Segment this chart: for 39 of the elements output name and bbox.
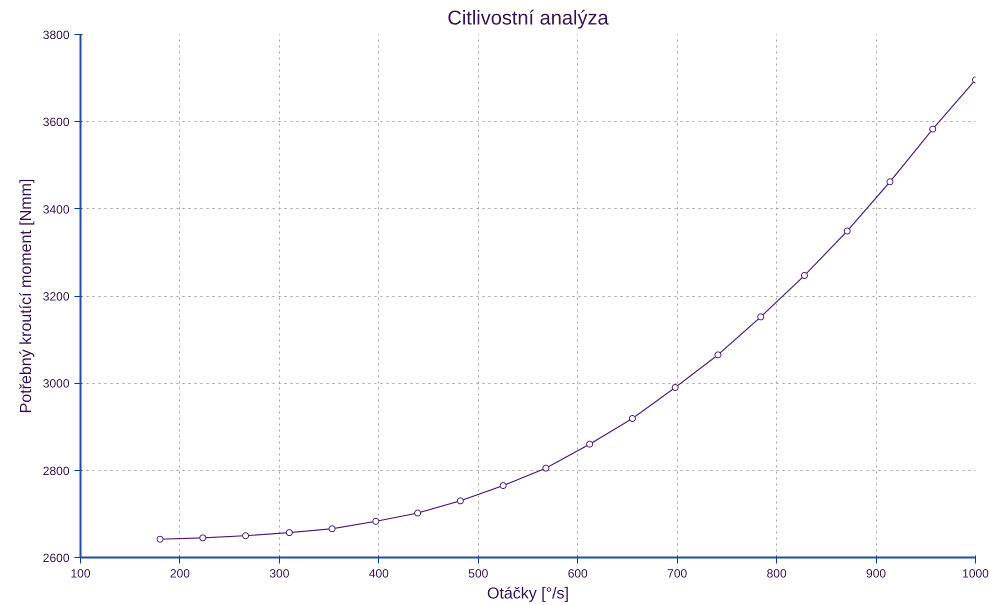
point — [372, 518, 380, 525]
point — [672, 384, 679, 392]
x-tick-label: 500 — [468, 566, 489, 580]
x-tick-label: 200 — [170, 566, 190, 580]
y-axis-title: Potřebný kroutící moment [Nmm] — [18, 178, 35, 414]
point — [500, 482, 507, 490]
x-tick-label: 1000 — [962, 566, 990, 580]
point — [714, 351, 722, 358]
point — [628, 414, 636, 422]
point — [586, 440, 594, 448]
point — [886, 178, 894, 186]
y-tick-label: 3800 — [42, 28, 70, 42]
point — [156, 536, 164, 543]
x-tick-label: 900 — [866, 566, 886, 580]
point — [328, 525, 336, 532]
point — [286, 529, 293, 536]
x-tick-label: 700 — [667, 566, 688, 580]
x-tick-label: 600 — [568, 566, 588, 580]
x-tick-label: 400 — [368, 566, 390, 580]
point — [414, 510, 422, 517]
chart-title: Citlivostní analýza — [447, 8, 610, 30]
x-tick-label: 100 — [70, 566, 91, 580]
y-tick-label: 2800 — [42, 464, 70, 478]
x-tick-label: 800 — [766, 566, 787, 580]
point — [199, 534, 206, 542]
point — [800, 272, 808, 280]
y-tick-label: 3600 — [42, 115, 70, 130]
point — [757, 313, 764, 320]
x-axis-title: Otáčky [°/s] — [487, 586, 569, 602]
y-tick-label: 3200 — [42, 290, 70, 304]
y-tick-label: 2600 — [42, 551, 70, 565]
y-tick-label: 3000 — [42, 376, 70, 391]
point — [844, 228, 851, 235]
x-tick-label: 300 — [269, 566, 290, 580]
point — [456, 497, 464, 504]
point — [929, 126, 936, 133]
point — [542, 464, 550, 472]
y-tick-label: 3400 — [42, 202, 70, 216]
point — [242, 532, 250, 540]
